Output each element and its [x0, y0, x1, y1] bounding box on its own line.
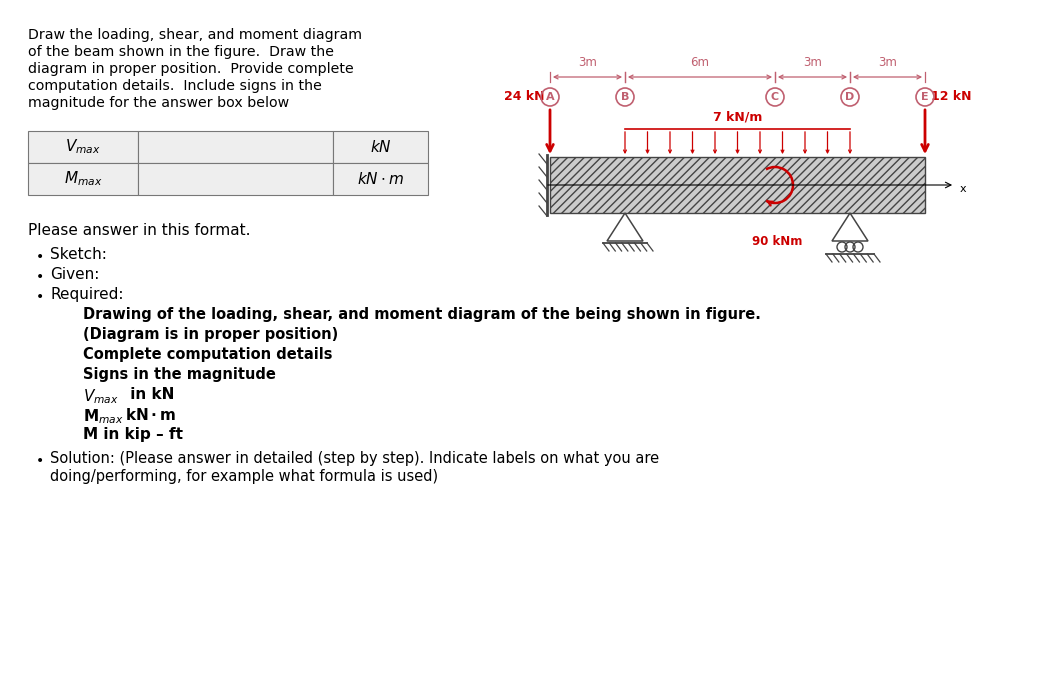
Text: D: D — [846, 92, 855, 102]
Text: •: • — [36, 454, 44, 468]
Text: 3m: 3m — [578, 56, 597, 69]
Text: 3m: 3m — [803, 56, 822, 69]
Text: Required:: Required: — [50, 287, 124, 302]
Text: Signs in the magnitude: Signs in the magnitude — [84, 367, 276, 382]
Text: Complete computation details: Complete computation details — [84, 347, 333, 362]
Text: x: x — [960, 184, 966, 194]
Text: B: B — [620, 92, 629, 102]
Text: $\mathit{V}_{max}$: $\mathit{V}_{max}$ — [84, 387, 118, 406]
Bar — [333, 131, 428, 163]
Text: 24 kN: 24 kN — [503, 90, 544, 103]
Text: doing/performing, for example what formula is used): doing/performing, for example what formu… — [50, 469, 438, 484]
Text: $V_{max}$: $V_{max}$ — [66, 138, 100, 157]
Text: $kN \cdot m$: $kN \cdot m$ — [357, 171, 404, 187]
Bar — [550, 157, 925, 213]
Text: (Diagram is in proper position): (Diagram is in proper position) — [84, 327, 338, 342]
Text: 12 kN: 12 kN — [931, 90, 971, 103]
Text: magnitude for the answer box below: magnitude for the answer box below — [27, 96, 290, 110]
Text: 7 kN/m: 7 kN/m — [712, 110, 762, 123]
Bar — [138, 131, 333, 163]
Text: Draw the loading, shear, and moment diagram: Draw the loading, shear, and moment diag… — [27, 28, 361, 42]
Text: $M_{max}$: $M_{max}$ — [63, 170, 103, 189]
Text: $kN$: $kN$ — [370, 139, 391, 155]
Text: •: • — [36, 270, 44, 284]
Text: of the beam shown in the figure.  Draw the: of the beam shown in the figure. Draw th… — [27, 45, 334, 59]
Text: 6m: 6m — [690, 56, 709, 69]
Text: A: A — [545, 92, 554, 102]
Text: Given:: Given: — [50, 267, 99, 282]
Text: computation details.  Include signs in the: computation details. Include signs in th… — [27, 79, 322, 93]
Bar — [138, 163, 333, 195]
Text: C: C — [771, 92, 779, 102]
Text: $\mathbf{M}_{max}$: $\mathbf{M}_{max}$ — [84, 407, 124, 426]
Text: 90 kNm: 90 kNm — [752, 235, 802, 248]
Bar — [333, 163, 428, 195]
Text: diagram in proper position.  Provide complete: diagram in proper position. Provide comp… — [27, 62, 354, 76]
Text: Please answer in this format.: Please answer in this format. — [27, 223, 251, 238]
Text: E: E — [922, 92, 929, 102]
Text: Sketch:: Sketch: — [50, 247, 107, 262]
Text: M in kip – ft: M in kip – ft — [84, 427, 183, 442]
Bar — [27, 131, 138, 163]
Text: Drawing of the loading, shear, and moment diagram of the being shown in figure.: Drawing of the loading, shear, and momen… — [84, 307, 761, 322]
Bar — [27, 163, 138, 195]
Text: $\mathbf{kN \cdot m}$: $\mathbf{kN \cdot m}$ — [125, 407, 177, 423]
Text: •: • — [36, 290, 44, 304]
Text: in kN: in kN — [125, 387, 174, 402]
Text: Solution: (Please answer in detailed (step by step). Indicate labels on what you: Solution: (Please answer in detailed (st… — [50, 451, 660, 466]
Text: 3m: 3m — [878, 56, 897, 69]
Text: •: • — [36, 250, 44, 264]
